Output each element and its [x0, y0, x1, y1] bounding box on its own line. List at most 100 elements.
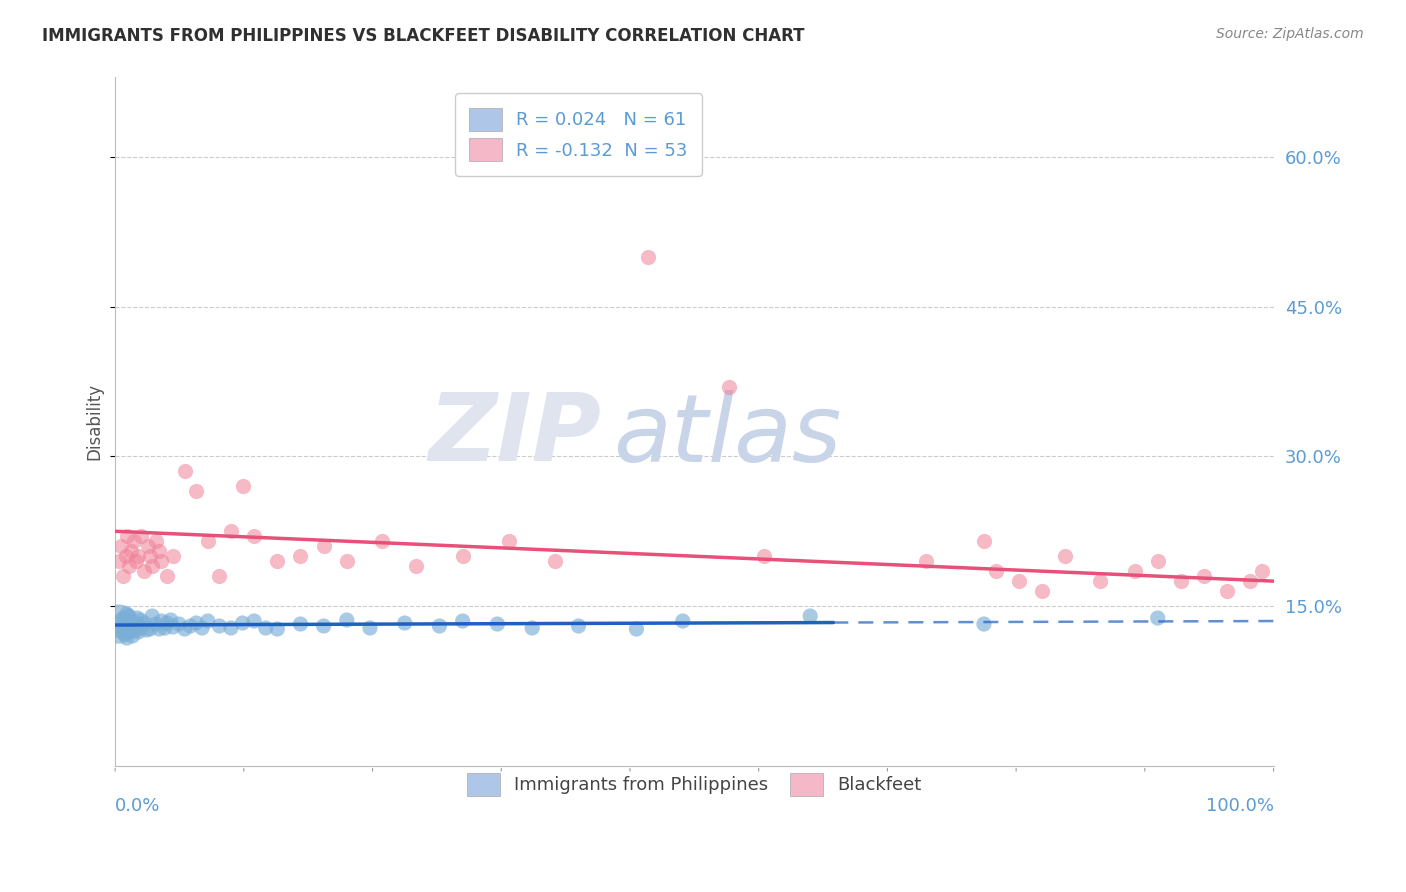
Point	[118, 609, 141, 624]
Point	[486, 617, 509, 632]
Point	[114, 619, 136, 633]
Text: IMMIGRANTS FROM PHILIPPINES VS BLACKFEET DISABILITY CORRELATION CHART: IMMIGRANTS FROM PHILIPPINES VS BLACKFEET…	[42, 27, 804, 45]
Point	[718, 379, 741, 393]
Point	[107, 554, 129, 568]
Point	[498, 534, 520, 549]
Point	[232, 479, 254, 493]
Point	[186, 615, 208, 630]
Point	[312, 619, 335, 633]
Point	[1088, 574, 1111, 588]
Point	[208, 619, 231, 633]
Point	[232, 615, 254, 630]
Text: 0.0%: 0.0%	[115, 797, 160, 814]
Point	[266, 622, 288, 636]
Point	[984, 564, 1007, 578]
Point	[370, 534, 392, 549]
Point	[110, 614, 132, 628]
Text: ZIP: ZIP	[429, 389, 602, 482]
Point	[145, 534, 167, 549]
Point	[1170, 574, 1192, 588]
Point	[108, 624, 131, 638]
Legend: Immigrants from Philippines, Blackfeet: Immigrants from Philippines, Blackfeet	[458, 764, 931, 805]
Point	[127, 611, 149, 625]
Point	[139, 622, 162, 636]
Point	[1008, 574, 1031, 588]
Point	[243, 614, 266, 628]
Point	[1031, 584, 1053, 599]
Point	[162, 620, 184, 634]
Point	[266, 554, 288, 568]
Point	[1239, 574, 1261, 588]
Point	[637, 250, 659, 264]
Point	[117, 623, 139, 637]
Point	[125, 554, 148, 568]
Point	[626, 622, 648, 636]
Point	[186, 484, 208, 499]
Point	[136, 539, 159, 553]
Point	[150, 614, 173, 628]
Point	[359, 621, 381, 635]
Point	[451, 614, 474, 628]
Point	[127, 549, 149, 564]
Point	[122, 534, 145, 549]
Point	[219, 621, 242, 635]
Point	[290, 549, 312, 564]
Point	[208, 569, 231, 583]
Point	[139, 549, 162, 564]
Point	[179, 619, 201, 633]
Point	[148, 544, 170, 558]
Point	[115, 529, 138, 543]
Point	[135, 623, 157, 637]
Point	[544, 554, 567, 568]
Point	[752, 549, 775, 564]
Point	[1192, 569, 1215, 583]
Point	[197, 534, 219, 549]
Point	[429, 619, 451, 633]
Point	[197, 614, 219, 628]
Point	[167, 617, 190, 632]
Point	[567, 619, 589, 633]
Point	[114, 549, 136, 564]
Y-axis label: Disability: Disability	[86, 383, 103, 460]
Point	[173, 464, 195, 478]
Point	[672, 614, 695, 628]
Point	[124, 615, 146, 630]
Point	[115, 631, 138, 645]
Point	[451, 549, 474, 564]
Point	[973, 617, 995, 632]
Point	[173, 622, 195, 636]
Point	[118, 559, 141, 574]
Point	[121, 629, 143, 643]
Point	[122, 621, 145, 635]
Text: 100.0%: 100.0%	[1205, 797, 1274, 814]
Point	[111, 621, 134, 635]
Point	[112, 627, 135, 641]
Point	[336, 554, 359, 568]
Point	[132, 564, 155, 578]
Point	[150, 554, 173, 568]
Point	[1146, 611, 1168, 625]
Point	[125, 623, 148, 637]
Point	[1216, 584, 1239, 599]
Point	[973, 534, 995, 549]
Text: Source: ZipAtlas.com: Source: ZipAtlas.com	[1216, 27, 1364, 41]
Point	[1251, 564, 1274, 578]
Point	[112, 569, 135, 583]
Point	[110, 539, 132, 553]
Point	[132, 615, 155, 630]
Point	[153, 621, 176, 635]
Point	[312, 539, 335, 553]
Point	[1146, 554, 1168, 568]
Point	[148, 622, 170, 636]
Point	[115, 607, 138, 621]
Point	[128, 619, 150, 633]
Text: atlas: atlas	[613, 390, 842, 481]
Point	[336, 613, 359, 627]
Point	[219, 524, 242, 539]
Point	[127, 625, 149, 640]
Point	[120, 617, 142, 632]
Point	[129, 529, 152, 543]
Point	[1053, 549, 1076, 564]
Point	[131, 621, 153, 635]
Point	[1123, 564, 1146, 578]
